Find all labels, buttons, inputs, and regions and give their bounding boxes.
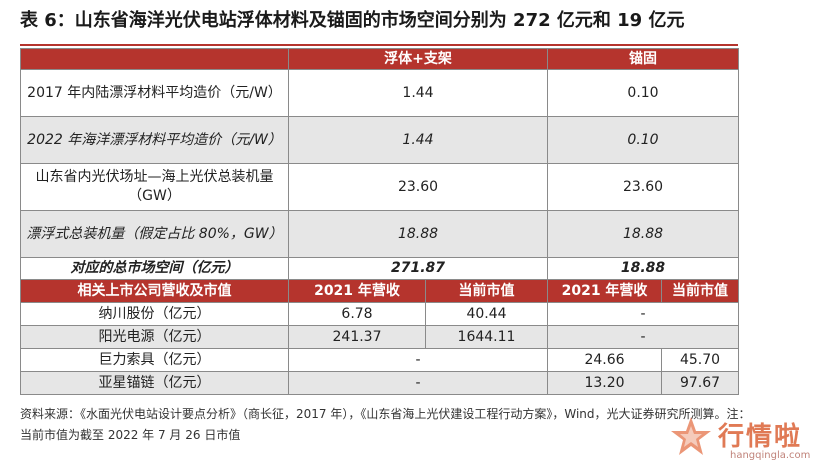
company-row: 阳光电源（亿元） 241.37 1644.11 - <box>20 325 740 349</box>
title-divider <box>20 44 738 46</box>
revenue-value: 6.78 <box>288 302 426 326</box>
empty-value: - <box>287 371 549 395</box>
revenue-2021-header: 2021 年营收 <box>547 279 663 303</box>
company-row: 巨力索具（亿元） - 24.66 45.70 <box>20 348 740 372</box>
company-name: 亚星锚链（亿元） <box>20 371 289 395</box>
empty-value: - <box>547 325 740 349</box>
market-value: 40.44 <box>424 302 549 326</box>
empty-value: - <box>547 302 740 326</box>
empty-value: - <box>287 348 549 372</box>
revenue-2021-header: 2021 年营收 <box>288 279 426 303</box>
row-label: 2017 年内陆漂浮材料平均造价（元/W） <box>20 69 289 117</box>
company-name: 阳光电源（亿元） <box>20 325 289 349</box>
anchor-value: 0.10 <box>547 116 740 164</box>
total-market-row: 对应的总市场空间（亿元） 271.87 18.88 <box>20 257 740 280</box>
market-value-header: 当前市值 <box>424 279 549 303</box>
table-row: 漂浮式总装机量（假定占比 80%，GW） 18.88 18.88 <box>20 210 740 258</box>
market-value: 45.70 <box>661 348 740 372</box>
revenue-value: 13.20 <box>547 371 663 395</box>
company-header-label: 相关上市公司营收及市值 <box>20 279 289 303</box>
source-footnote: 资料来源：《水面光伏电站设计要点分析》（商长征，2017 年），《山东省海上光伏… <box>20 407 751 442</box>
row-label: 山东省内光伏场址—海上光伏总装机量（GW） <box>20 163 289 211</box>
market-value-header: 当前市值 <box>661 279 740 303</box>
anchor-value: 0.10 <box>547 69 740 117</box>
star-icon <box>671 417 711 455</box>
anchor-value: 18.88 <box>547 257 740 280</box>
revenue-value: 24.66 <box>547 348 663 372</box>
header-float-bracket: 浮体+支架 <box>287 48 549 70</box>
row-label: 对应的总市场空间（亿元） <box>20 257 289 280</box>
header-anchor: 锚固 <box>547 48 740 70</box>
company-row: 亚星锚链（亿元） - 13.20 97.67 <box>20 371 740 395</box>
revenue-value: 241.37 <box>288 325 426 349</box>
anchor-value: 23.60 <box>547 163 740 211</box>
table-row: 山东省内光伏场址—海上光伏总装机量（GW） 23.60 23.60 <box>20 163 740 211</box>
company-name: 纳川股份（亿元） <box>20 302 289 326</box>
float-value: 271.87 <box>287 257 549 280</box>
row-label: 2022 年海洋漂浮材料平均造价（元/W） <box>20 116 289 164</box>
anchor-value: 18.88 <box>547 210 740 258</box>
float-value: 1.44 <box>287 69 549 117</box>
watermark-text: 行情啦 <box>718 422 803 452</box>
row-label: 漂浮式总装机量（假定占比 80%，GW） <box>20 210 289 258</box>
market-value: 1644.11 <box>424 325 549 349</box>
float-value: 1.44 <box>287 116 549 164</box>
watermark-url: hangqingla.com <box>730 450 811 461</box>
company-header-row: 相关上市公司营收及市值 2021 年营收 当前市值 2021 年营收 当前市值 <box>20 279 740 303</box>
table-row: 2017 年内陆漂浮材料平均造价（元/W） 1.44 0.10 <box>20 69 740 117</box>
watermark-logo: 行情啦 hangqingla.com <box>668 412 828 464</box>
company-row: 纳川股份（亿元） 6.78 40.44 - <box>20 302 740 326</box>
market-space-table: 浮体+支架 锚固 2017 年内陆漂浮材料平均造价（元/W） 1.44 0.10… <box>20 48 740 395</box>
market-value: 97.67 <box>661 371 740 395</box>
float-value: 23.60 <box>287 163 549 211</box>
company-name: 巨力索具（亿元） <box>20 348 289 372</box>
header-blank-cell <box>20 48 289 70</box>
table-row: 2022 年海洋漂浮材料平均造价（元/W） 1.44 0.10 <box>20 116 740 164</box>
float-value: 18.88 <box>287 210 549 258</box>
table-title: 表 6：山东省海洋光伏电站浮体材料及锚固的市场空间分别为 272 亿元和 19 … <box>20 10 685 31</box>
table-header-row: 浮体+支架 锚固 <box>20 48 740 70</box>
